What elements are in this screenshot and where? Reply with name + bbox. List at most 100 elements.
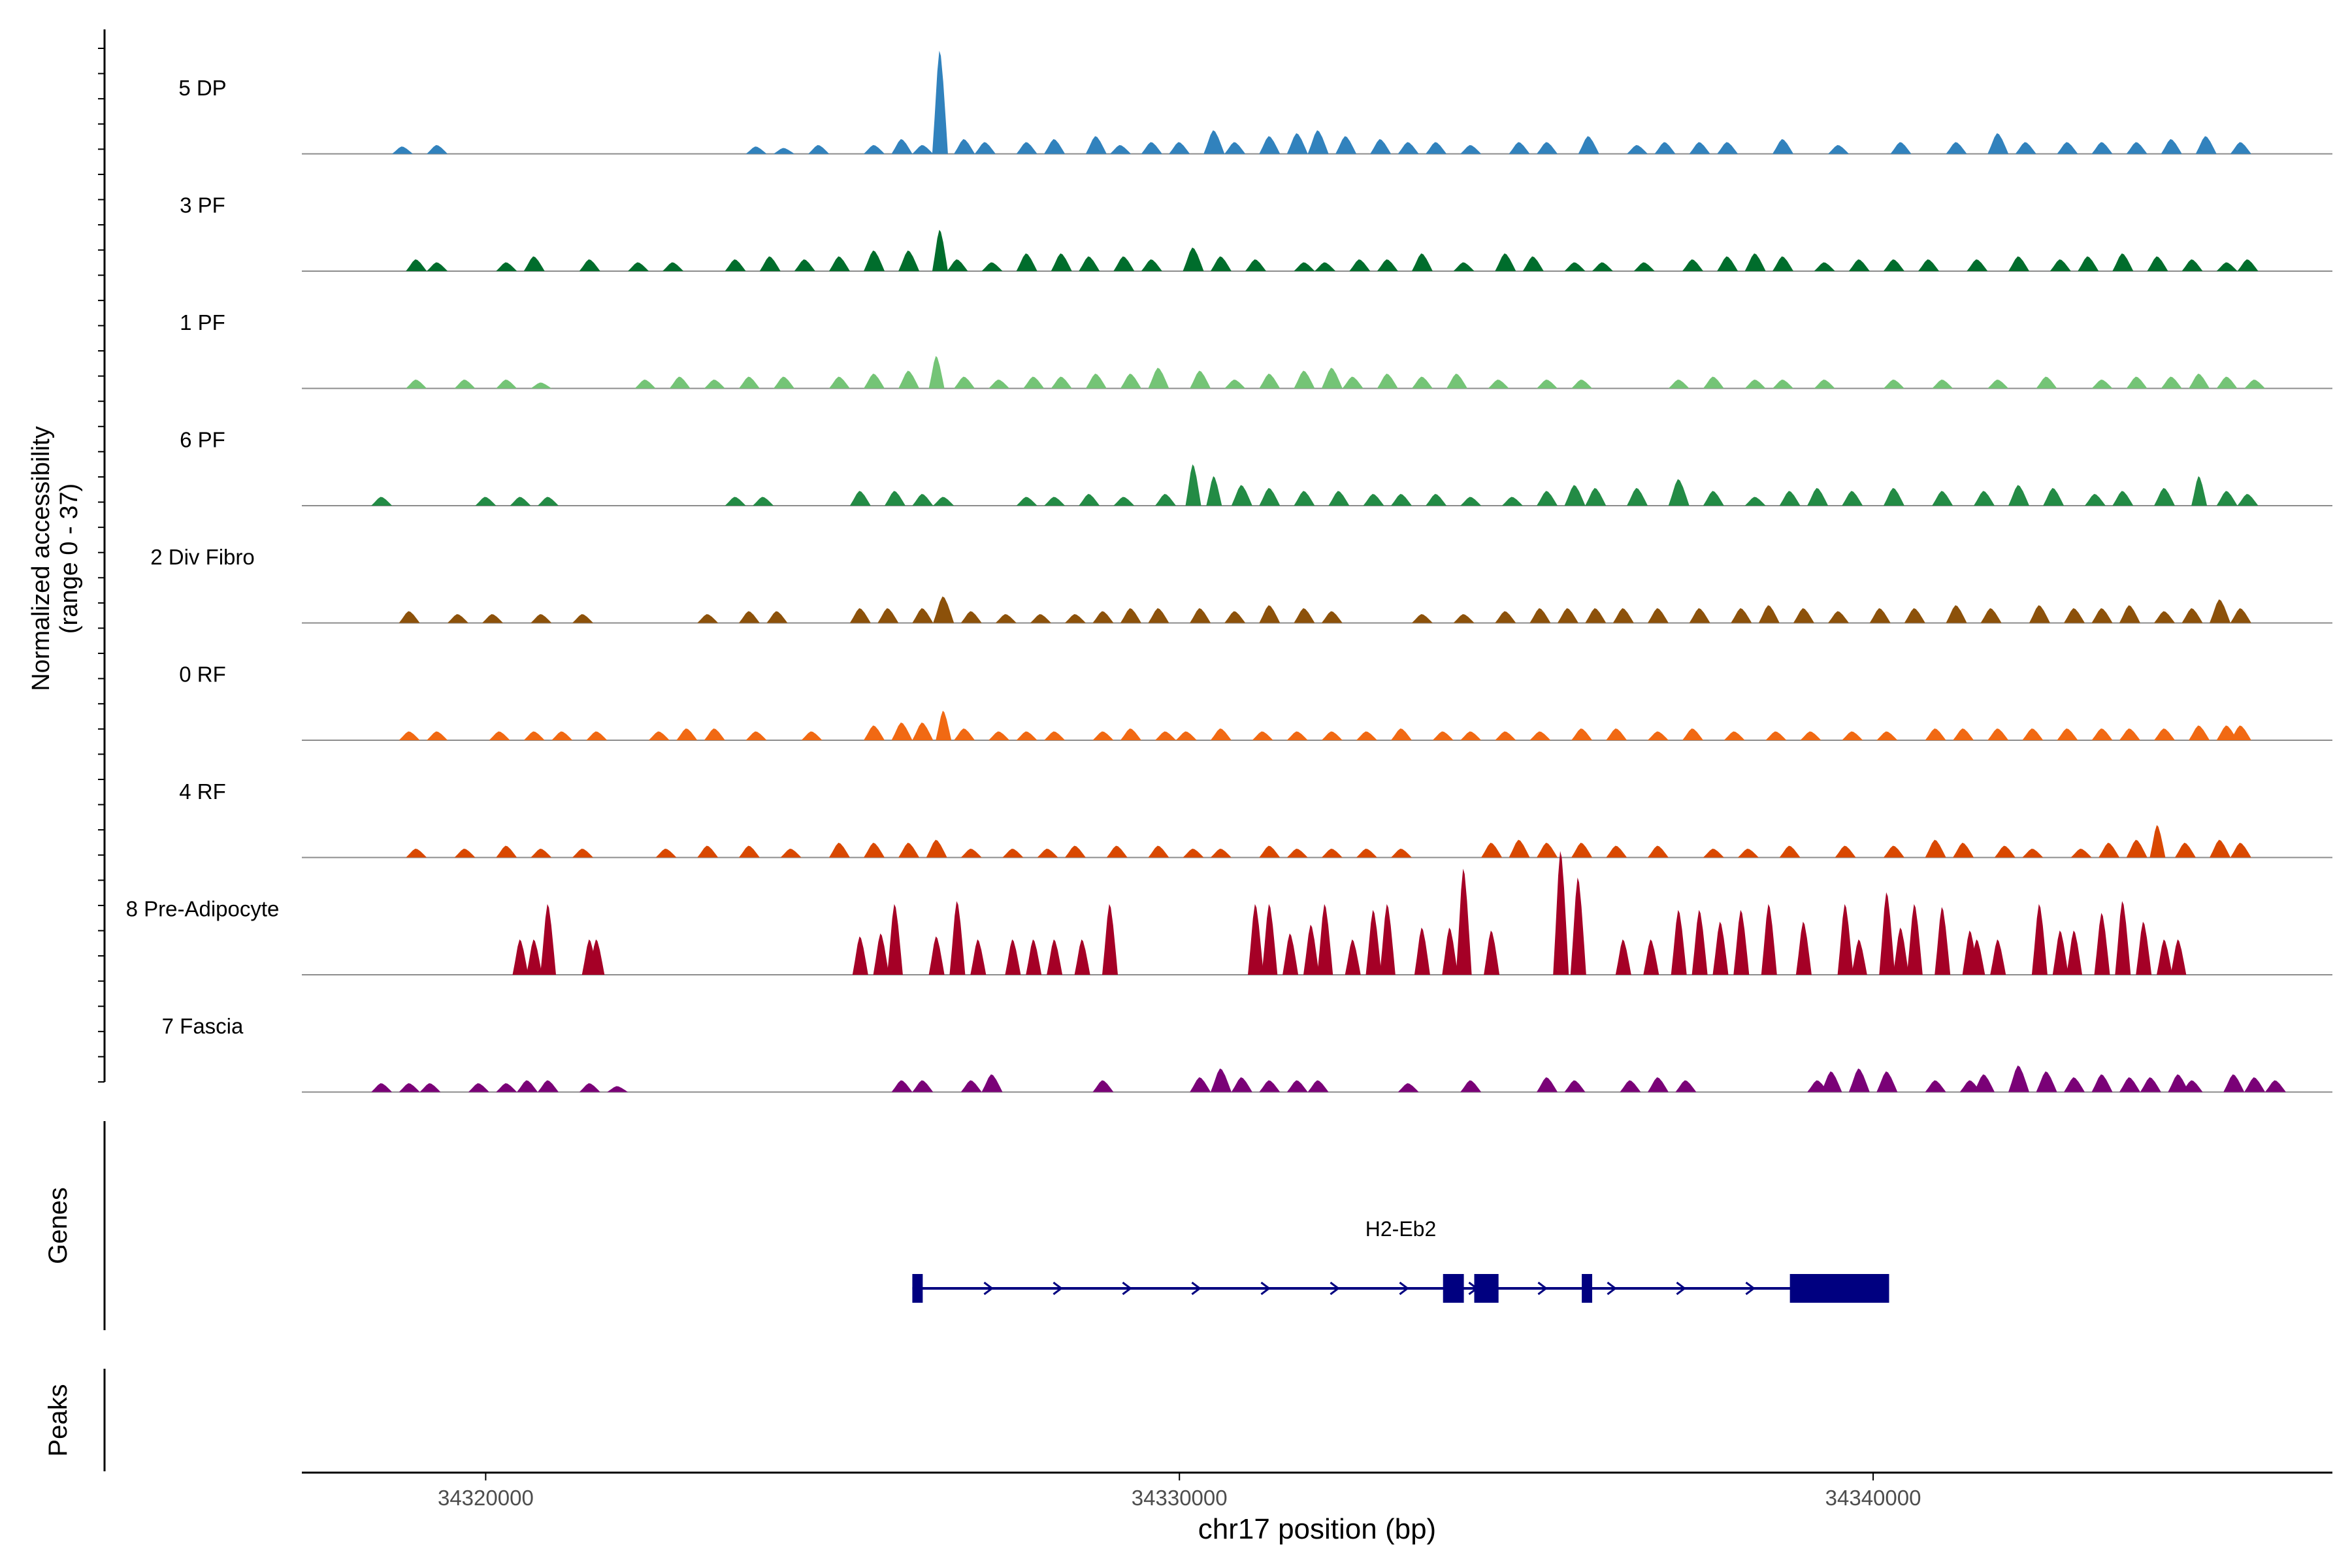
coverage-peak	[1148, 608, 1169, 623]
coverage-peak	[371, 497, 393, 506]
coverage-peak	[1294, 491, 1315, 506]
coverage-peak	[1303, 924, 1319, 975]
coverage-peak	[496, 380, 517, 389]
coverage-peak	[1851, 939, 1867, 975]
coverage-peak	[1671, 909, 1687, 975]
coverage-peak	[1224, 380, 1246, 389]
coverage-peak	[1495, 731, 1516, 740]
coverage-peak	[884, 491, 906, 506]
coverage-peak	[392, 146, 413, 154]
coverage-peak	[1537, 380, 1558, 389]
coverage-peak	[960, 849, 982, 858]
coverage-peak	[1328, 491, 1350, 506]
coverage-peak	[928, 355, 945, 389]
coverage-peak	[1990, 939, 2006, 975]
gene-strand-arrow	[1330, 1281, 1340, 1296]
coverage-peak	[2119, 1077, 2140, 1092]
coverage-peak	[898, 842, 920, 858]
coverage-peak	[954, 728, 975, 740]
coverage-peak	[2036, 1071, 2057, 1092]
coverage-peak	[2168, 1074, 2189, 1092]
gene-strand-arrow	[1399, 1281, 1409, 1296]
coverage-peak	[1190, 1077, 1211, 1092]
x-axis-label: chr17 position (bp)	[1198, 1513, 1436, 1545]
coverage-peak	[1592, 262, 1613, 271]
coverage-peak	[912, 608, 934, 623]
coverage-peak	[766, 611, 788, 623]
coverage-peak	[1953, 842, 1974, 858]
coverage-peak	[1321, 731, 1343, 740]
coverage-peak	[1183, 849, 1204, 858]
coverage-peak	[2195, 136, 2217, 154]
coverage-peak	[1876, 1071, 1898, 1092]
coverage-peak	[2161, 139, 2182, 154]
coverage-peak	[1557, 608, 1578, 623]
coverage-peak	[512, 939, 529, 975]
coverage-peak	[1772, 139, 1793, 154]
coverage-peak	[454, 849, 476, 858]
coverage-peak	[2174, 842, 2196, 858]
coverage-peak	[496, 262, 517, 271]
coverage-peak	[1113, 256, 1135, 271]
coverage-peak	[1026, 939, 1042, 975]
coverage-peak	[1570, 877, 1586, 975]
coverage-peak	[1980, 608, 2002, 623]
coverage-peak	[2181, 1080, 2203, 1092]
coverage-peak	[1668, 380, 1690, 389]
track-label: 4 RF	[179, 779, 226, 804]
coverage-peak	[1906, 904, 1923, 975]
coverage-peak	[1411, 253, 1433, 271]
x-tick-label: 34340000	[1825, 1486, 1921, 1510]
coverage-peak	[780, 849, 802, 858]
coverage-peak	[1821, 1071, 1842, 1092]
coverage-peak	[1893, 927, 1909, 975]
coverage-peak	[2140, 1077, 2161, 1092]
coverage-peak	[1391, 728, 1412, 740]
coverage-peak	[1828, 611, 1849, 623]
coverage-peak	[2057, 728, 2078, 740]
coverage-peak	[406, 849, 427, 858]
coverage-peak	[1647, 731, 1669, 740]
coverage-peak	[738, 376, 760, 389]
coverage-peak	[1356, 731, 1377, 740]
coverage-peak	[2094, 913, 2110, 975]
coverage-peak	[849, 491, 871, 506]
coverage-peak	[981, 262, 1003, 271]
coverage-peak	[1363, 494, 1384, 506]
coverage-peak	[877, 608, 899, 623]
track-2-div-fibro: 2 Div Fibro	[150, 545, 2332, 624]
coverage-peak	[1647, 608, 1669, 623]
coverage-peak	[1414, 927, 1430, 975]
coverage-peak	[981, 1074, 1003, 1092]
coverage-peak	[1848, 259, 1870, 271]
gene-strand-arrow	[1191, 1281, 1201, 1296]
coverage-peak	[579, 259, 600, 271]
gene-strand-arrow	[1676, 1281, 1686, 1296]
coverage-peak	[1925, 728, 1946, 740]
coverage-peak	[1074, 939, 1090, 975]
coverage-peak	[2181, 608, 2203, 623]
coverage-peak	[1335, 136, 1357, 154]
coverage-peak	[864, 373, 885, 389]
coverage-peak	[1879, 892, 1895, 975]
coverage-peak	[1231, 1077, 1252, 1092]
coverage-peak	[1286, 731, 1308, 740]
coverage-peak	[1282, 933, 1299, 975]
coverage-peak	[1391, 494, 1412, 506]
coverage-peak	[1210, 1068, 1232, 1092]
coverage-peak	[1016, 497, 1037, 506]
gene-exon	[912, 1274, 923, 1303]
coverage-peak	[2216, 725, 2238, 740]
coverage-peak	[399, 1083, 420, 1092]
coverage-peak	[1102, 904, 1118, 975]
coverage-peak	[1606, 845, 1627, 858]
coverage-peak	[1203, 130, 1225, 154]
coverage-peak	[1294, 608, 1315, 623]
coverage-peak	[2031, 904, 2048, 975]
coverage-peak	[704, 728, 725, 740]
coverage-peak	[2015, 142, 2036, 154]
coverage-peak	[1883, 380, 1904, 389]
coverage-peak	[399, 611, 420, 623]
coverage-peak	[808, 145, 830, 154]
coverage-peak	[2112, 253, 2134, 271]
